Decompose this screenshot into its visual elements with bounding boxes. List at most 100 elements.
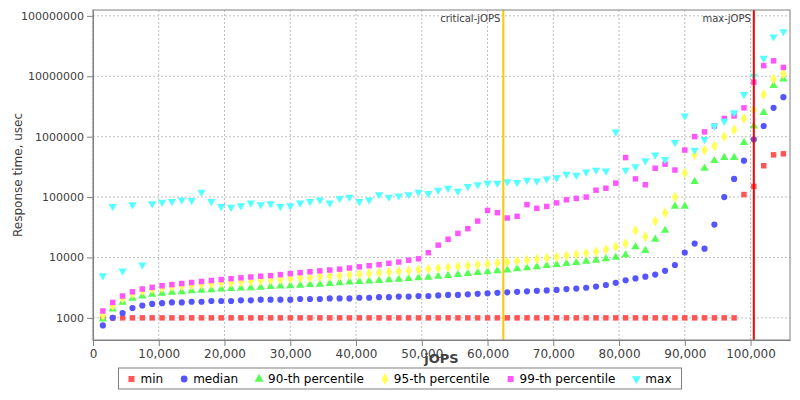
point [327, 315, 332, 320]
point [347, 315, 352, 320]
point [741, 192, 746, 197]
tick-label: 10,000 [138, 347, 180, 361]
grid [93, 10, 790, 340]
point [710, 156, 718, 163]
tick-label: 70,000 [533, 347, 575, 361]
point [169, 281, 175, 292]
tick-label: 20,000 [204, 347, 246, 361]
point [505, 215, 510, 220]
point [385, 195, 393, 202]
grid-line [421, 10, 422, 340]
point [533, 179, 541, 186]
point [544, 315, 549, 320]
tick: 20,000 [204, 340, 246, 361]
point [633, 176, 638, 181]
point [208, 278, 214, 289]
point [140, 286, 145, 291]
point [485, 208, 490, 213]
point [199, 279, 204, 284]
point [612, 129, 620, 136]
point [583, 194, 588, 199]
point [218, 277, 224, 288]
point [554, 200, 559, 205]
point [721, 131, 727, 142]
tick: 10,000 [138, 340, 180, 361]
point [701, 145, 707, 156]
grid-line [619, 10, 620, 340]
point [376, 262, 381, 267]
point [681, 114, 689, 121]
point [631, 164, 639, 171]
grid-line [93, 76, 790, 77]
point [671, 202, 679, 209]
point [692, 315, 697, 320]
point [376, 294, 382, 300]
point [307, 315, 312, 320]
point [258, 297, 264, 303]
tick-mark [225, 340, 226, 346]
grid-line [158, 10, 159, 340]
point [198, 299, 204, 305]
tick: 70,000 [533, 340, 575, 361]
point [168, 199, 176, 206]
point [613, 180, 618, 185]
point [189, 280, 194, 285]
y-axis-title: Response time, usec [11, 113, 25, 237]
point [366, 263, 371, 268]
point [672, 315, 677, 320]
point [405, 265, 411, 276]
point [504, 257, 510, 268]
point [198, 279, 204, 290]
point [258, 273, 263, 278]
point [278, 315, 283, 320]
point [247, 201, 255, 208]
point [375, 192, 383, 199]
legend: minmedian90-th percentile95-th percentil… [118, 368, 681, 389]
point [327, 267, 332, 272]
point [118, 268, 126, 275]
point [514, 315, 519, 320]
point [416, 256, 421, 261]
point [129, 305, 135, 311]
point [641, 158, 649, 165]
point [455, 315, 460, 320]
point [404, 192, 412, 199]
point [731, 176, 737, 182]
tick: 0 [90, 340, 98, 361]
point [711, 141, 717, 152]
point [730, 110, 738, 117]
annotation-label: max-jOPS [702, 13, 750, 24]
point [692, 240, 698, 246]
point [672, 192, 678, 203]
point [110, 315, 115, 320]
point [779, 29, 787, 36]
point [720, 119, 728, 126]
point [593, 246, 599, 257]
point [100, 322, 106, 328]
axis-line [94, 340, 791, 341]
point [465, 226, 470, 231]
tick-label: 80,000 [599, 347, 641, 361]
point [574, 196, 579, 201]
tick-label: 10000 [49, 251, 84, 264]
point [267, 297, 273, 303]
point [740, 92, 748, 99]
point [277, 297, 283, 303]
point [721, 194, 727, 200]
series [100, 58, 786, 314]
point [297, 270, 302, 275]
point [494, 290, 500, 296]
point [602, 169, 610, 176]
point [288, 315, 293, 320]
point [760, 108, 768, 115]
point [445, 315, 450, 320]
legend-frame [118, 368, 681, 389]
point [681, 202, 689, 209]
point [209, 278, 214, 283]
point [781, 151, 786, 156]
point [651, 152, 659, 159]
point [416, 315, 421, 320]
legend-label: max [645, 372, 671, 386]
point [217, 204, 225, 211]
point [553, 287, 559, 293]
